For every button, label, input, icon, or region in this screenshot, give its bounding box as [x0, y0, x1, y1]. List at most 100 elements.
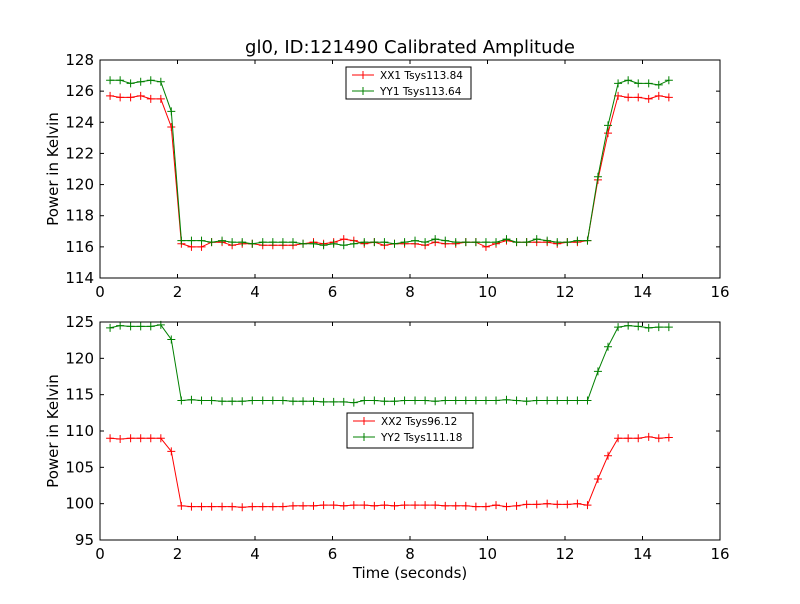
y-tick-label: 122 [65, 144, 94, 162]
data-point [187, 395, 196, 404]
data-point [543, 396, 552, 405]
data-point [228, 502, 237, 511]
data-point [553, 500, 562, 509]
data-point [167, 107, 176, 116]
data-point [481, 396, 490, 405]
chart-title: gl0, ID:121490 Calibrated Amplitude [245, 37, 575, 58]
y-axis-label: Power in Kelvin [44, 112, 62, 226]
data-point [390, 239, 399, 248]
x-tick-label: 0 [95, 545, 105, 563]
data-point [248, 502, 257, 511]
data-point [299, 397, 308, 406]
data-point [543, 236, 552, 245]
data-point [187, 502, 196, 511]
data-point [136, 434, 145, 443]
data-point [634, 434, 643, 443]
data-point [512, 238, 521, 247]
data-point [268, 396, 277, 405]
data-point [329, 397, 338, 406]
data-point [400, 238, 409, 247]
legend-label: XX2 Tsys96.12 [381, 416, 457, 428]
data-point [146, 76, 155, 85]
data-point [370, 501, 379, 510]
data-point [664, 323, 673, 332]
data-point [156, 434, 165, 443]
data-point [106, 323, 115, 332]
data-point [634, 322, 643, 331]
data-point [543, 499, 552, 508]
data-point [593, 367, 602, 376]
data-point [654, 323, 663, 332]
data-point [411, 396, 420, 405]
y-tick-label: 118 [65, 207, 94, 225]
data-point [583, 396, 592, 405]
data-point [339, 241, 348, 250]
data-point [167, 447, 176, 456]
data-point [441, 236, 450, 245]
data-point [431, 501, 440, 510]
data-point [329, 501, 338, 510]
data-point [502, 502, 511, 511]
data-point [218, 502, 227, 511]
data-point [604, 121, 613, 130]
data-point [654, 91, 663, 100]
legend-marker [360, 433, 368, 441]
x-tick-label: 14 [633, 283, 652, 301]
data-point [593, 172, 602, 181]
data-point [106, 434, 115, 443]
data-point [238, 397, 247, 406]
data-point [299, 501, 308, 510]
data-point [532, 396, 541, 405]
data-point [106, 76, 115, 85]
data-point [207, 502, 216, 511]
data-point [624, 76, 633, 85]
y-tick-label: 95 [75, 531, 94, 549]
data-point [604, 129, 613, 138]
data-point [309, 397, 318, 406]
y-tick-label: 125 [65, 313, 94, 331]
legend-box-0 [345, 66, 472, 100]
legend-label: YY2 Tsys111.18 [380, 432, 462, 444]
data-point [228, 397, 237, 406]
data-point [563, 500, 572, 509]
legend-box-1 [346, 412, 474, 449]
data-point [146, 434, 155, 443]
x-tick-label: 2 [173, 545, 183, 563]
data-point [309, 501, 318, 510]
y-tick-label: 128 [65, 51, 94, 69]
data-point [512, 501, 521, 510]
x-tick-label: 10 [478, 545, 497, 563]
data-point [370, 396, 379, 405]
data-point [664, 76, 673, 85]
bottom-plot: 0 2 4 6 8 10 12 14 16 95 100 105 110 115 120 125 Power i… [44, 313, 730, 563]
data-point [106, 91, 115, 100]
data-point [604, 451, 613, 460]
data-point [634, 79, 643, 88]
data-point [441, 501, 450, 510]
data-point [421, 501, 430, 510]
data-point [411, 236, 420, 245]
data-point [177, 501, 186, 510]
data-point [360, 396, 369, 405]
y-tick-label: 126 [65, 82, 94, 100]
data-point [349, 239, 358, 248]
data-point [502, 395, 511, 404]
y-tick-label: 116 [65, 238, 94, 256]
x-axis-label: Time (seconds) [352, 564, 468, 582]
data-point [461, 501, 470, 510]
x-tick-label: 4 [250, 283, 260, 301]
data-point [644, 94, 653, 103]
data-point [573, 236, 582, 245]
data-point [126, 322, 135, 331]
data-point [664, 93, 673, 102]
data-point [278, 238, 287, 247]
data-point [268, 502, 277, 511]
data-point [278, 396, 287, 405]
data-point [197, 236, 206, 245]
data-point [156, 77, 165, 86]
data-point [390, 501, 399, 510]
data-point [339, 397, 348, 406]
x-tick-label: 0 [95, 283, 105, 301]
